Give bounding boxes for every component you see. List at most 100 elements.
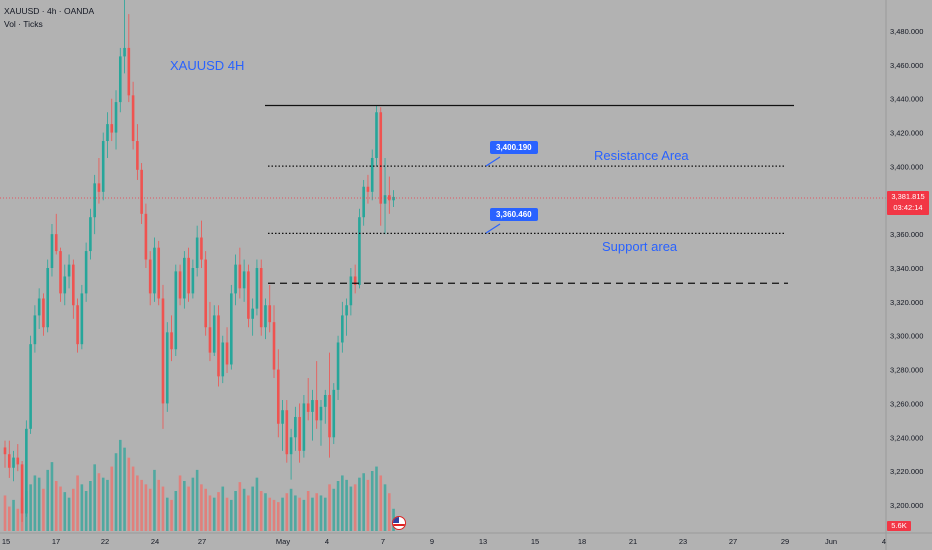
volume-bar	[212, 497, 216, 531]
volume-bar	[89, 481, 92, 531]
volume-bar	[80, 484, 84, 531]
volume-bar	[272, 499, 276, 531]
volume-bar	[76, 475, 79, 531]
last-price-value: 3,381.815	[891, 192, 925, 201]
price-tick-label: 3,260.000	[890, 399, 923, 408]
candle	[170, 315, 173, 362]
candle	[315, 361, 319, 429]
volume-bar	[204, 488, 207, 531]
candle	[332, 383, 336, 445]
volume-bar	[195, 469, 199, 531]
support-area-label[interactable]: Support area	[602, 239, 678, 254]
date-tick-label: 21	[629, 537, 637, 546]
callout-resistance-price[interactable]: 3,400.190	[490, 141, 538, 154]
candle	[259, 259, 263, 336]
price-tick-label: 3,280.000	[890, 366, 923, 375]
candle	[157, 240, 161, 306]
candle	[106, 112, 109, 158]
candle	[225, 327, 229, 373]
candle	[358, 208, 361, 289]
volume-bar	[157, 479, 161, 531]
volume-bar	[268, 497, 272, 531]
resistance-area-label[interactable]: Resistance Area	[594, 148, 689, 163]
date-tick-label: 29	[781, 537, 789, 546]
volume-bar	[72, 488, 75, 531]
candle	[319, 400, 323, 446]
candle	[251, 298, 254, 336]
candle	[84, 242, 88, 302]
candle	[59, 247, 62, 302]
price-axis[interactable]: 3,480.000 3,460.000 3,440.000 3,420.000 3,40…	[890, 27, 923, 510]
candle	[238, 247, 242, 299]
volume-bar	[165, 497, 169, 531]
candle	[217, 305, 220, 387]
date-tick-label: 17	[52, 537, 60, 546]
candle	[328, 352, 331, 458]
candle	[37, 288, 41, 329]
candle	[268, 284, 272, 333]
candle	[230, 284, 233, 370]
volume-bar	[208, 495, 212, 531]
volume-bar	[191, 477, 195, 531]
candle	[281, 400, 284, 451]
volume-bar	[285, 493, 289, 531]
candle	[221, 335, 225, 384]
volume-bar	[148, 488, 152, 531]
volume-bar	[161, 486, 165, 531]
volume-bar	[281, 497, 284, 531]
candle	[302, 394, 306, 458]
volume-bar	[362, 473, 365, 531]
volume-bar	[238, 482, 242, 531]
volume-bar	[315, 493, 319, 531]
volume-bar	[225, 497, 229, 531]
volume-bar	[247, 495, 250, 531]
price-tick-label: 3,420.000	[890, 129, 923, 138]
callout-support-price[interactable]: 3,360.460	[490, 208, 538, 221]
us-flag-icon[interactable]	[392, 516, 406, 530]
candle	[195, 225, 199, 277]
price-tick-label: 3,440.000	[890, 95, 923, 104]
chart-title-annotation[interactable]: XAUUSD 4H	[170, 58, 245, 73]
bar-countdown: 03:42:14	[893, 203, 923, 212]
volume-bar	[101, 477, 105, 531]
date-tick-label: 23	[679, 537, 687, 546]
date-tick-label: 27	[729, 537, 737, 546]
volume-bar	[302, 499, 306, 531]
date-tick-label: 15	[531, 537, 539, 546]
candle	[136, 124, 139, 180]
candle	[388, 176, 391, 214]
volume-bar	[341, 475, 344, 531]
price-tick-label: 3,400.000	[890, 162, 923, 171]
date-tick-label: 22	[101, 537, 109, 546]
volume-bar	[136, 475, 139, 531]
date-tick-label: 9	[430, 537, 434, 546]
volume-bar	[144, 484, 148, 531]
candle	[165, 322, 169, 412]
volume-bar	[311, 497, 314, 531]
volume-bar	[37, 477, 41, 531]
candle	[101, 132, 105, 201]
volume-bar	[358, 477, 361, 531]
volume-bar	[349, 486, 353, 531]
candle	[140, 163, 143, 224]
volume-bar	[234, 491, 237, 531]
symbol-header[interactable]: XAUUSD · 4h · OANDA	[4, 6, 95, 16]
candle	[72, 259, 75, 319]
candle	[54, 213, 58, 255]
candle	[311, 389, 314, 441]
candle	[298, 403, 301, 463]
volume-indicator-label[interactable]: Vol · Ticks	[4, 19, 43, 29]
candle	[366, 174, 370, 204]
volume-bar	[255, 477, 259, 531]
candle	[183, 251, 186, 309]
volume-bar	[46, 469, 49, 531]
candle	[114, 90, 118, 150]
volume-bar	[12, 499, 15, 531]
volume-bar	[67, 497, 71, 531]
date-tick-label: 24	[151, 537, 159, 546]
date-axis[interactable]: 15 17 22 24 27 May 4 7 9 13 15 18 21 23 27 29 Jun 4	[2, 537, 886, 546]
candle	[93, 174, 96, 235]
volume-bar	[187, 486, 190, 531]
volume-bar	[242, 488, 246, 531]
